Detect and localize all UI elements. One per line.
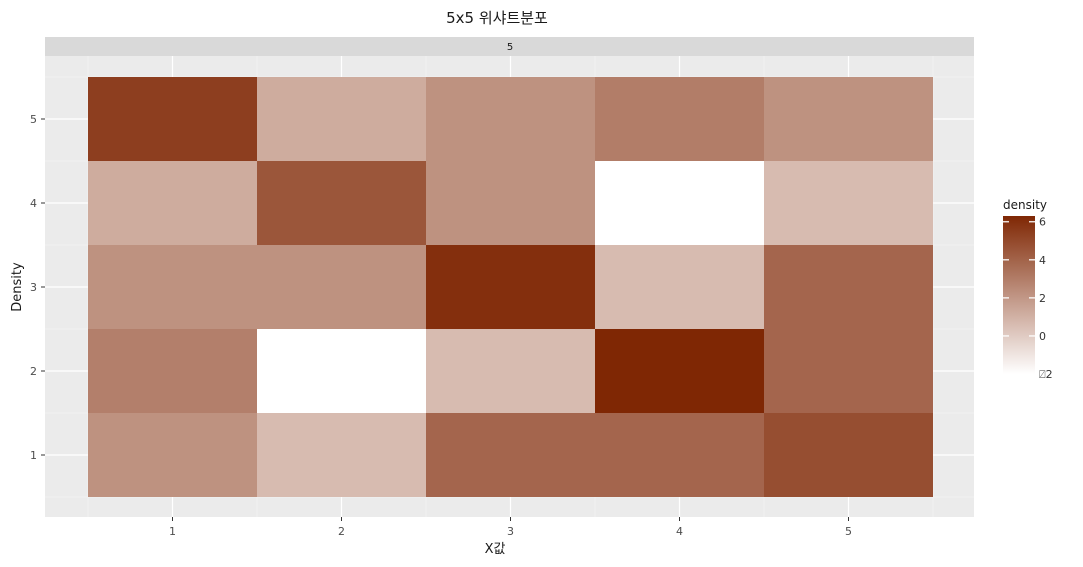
heatmap-tile [595, 77, 764, 161]
heatmap-tile [257, 413, 426, 497]
x-tick-label: 5 [845, 525, 852, 538]
heatmap-tile [426, 77, 595, 161]
legend-ticks: 6 4 2 0 ⍁2 [1003, 216, 1053, 381]
x-tick-label: 1 [169, 525, 176, 538]
axes: 1 2 3 4 5 1 2 3 4 5 [30, 113, 852, 538]
facet-strip-label: 5 [507, 42, 513, 53]
heatmap-tile [764, 77, 933, 161]
heatmap-tile [595, 245, 764, 329]
heatmap-tile [88, 329, 257, 413]
x-axis-title: X값 [485, 542, 506, 557]
y-tick-label: 1 [30, 449, 37, 462]
heatmap-tile [257, 329, 426, 413]
heatmap-tile [764, 413, 933, 497]
y-tick-label: 5 [30, 113, 37, 126]
legend-colorbar [1003, 216, 1035, 374]
heatmap-tile [764, 245, 933, 329]
x-tick-label: 3 [507, 525, 514, 538]
legend-tick-label: ⍁2 [1039, 368, 1053, 381]
heatmap-tile [764, 161, 933, 245]
legend-tick-label: 6 [1039, 216, 1046, 229]
legend: density 6 4 2 0 ⍁2 [1003, 198, 1053, 381]
heatmap-tile [257, 161, 426, 245]
heatmap-tiles [88, 77, 933, 497]
x-tick-label: 4 [676, 525, 683, 538]
heatmap-tile [595, 413, 764, 497]
heatmap-tile [88, 161, 257, 245]
heatmap-tile [764, 329, 933, 413]
heatmap-tile [595, 161, 764, 245]
legend-tick-label: 4 [1039, 254, 1046, 267]
heatmap-tile [88, 413, 257, 497]
y-tick-label: 4 [30, 197, 37, 210]
legend-tick-label: 2 [1039, 292, 1046, 305]
y-tick-label: 2 [30, 365, 37, 378]
chart-title: 5x5 위샤트분포 [446, 9, 548, 27]
y-axis-title: Density [10, 262, 25, 312]
heatmap-tile [426, 245, 595, 329]
heatmap-tile [426, 329, 595, 413]
legend-title: density [1003, 198, 1047, 212]
x-tick-label: 2 [338, 525, 345, 538]
heatmap-tile [257, 77, 426, 161]
heatmap-tile [257, 245, 426, 329]
y-tick-label: 3 [30, 281, 37, 294]
facet-strip [45, 37, 974, 56]
heatmap-tile [88, 245, 257, 329]
heatmap-tile [426, 161, 595, 245]
heatmap-tile [88, 77, 257, 161]
legend-tick-label: 0 [1039, 330, 1046, 343]
heatmap-tile [595, 329, 764, 413]
heatmap-tile [426, 413, 595, 497]
